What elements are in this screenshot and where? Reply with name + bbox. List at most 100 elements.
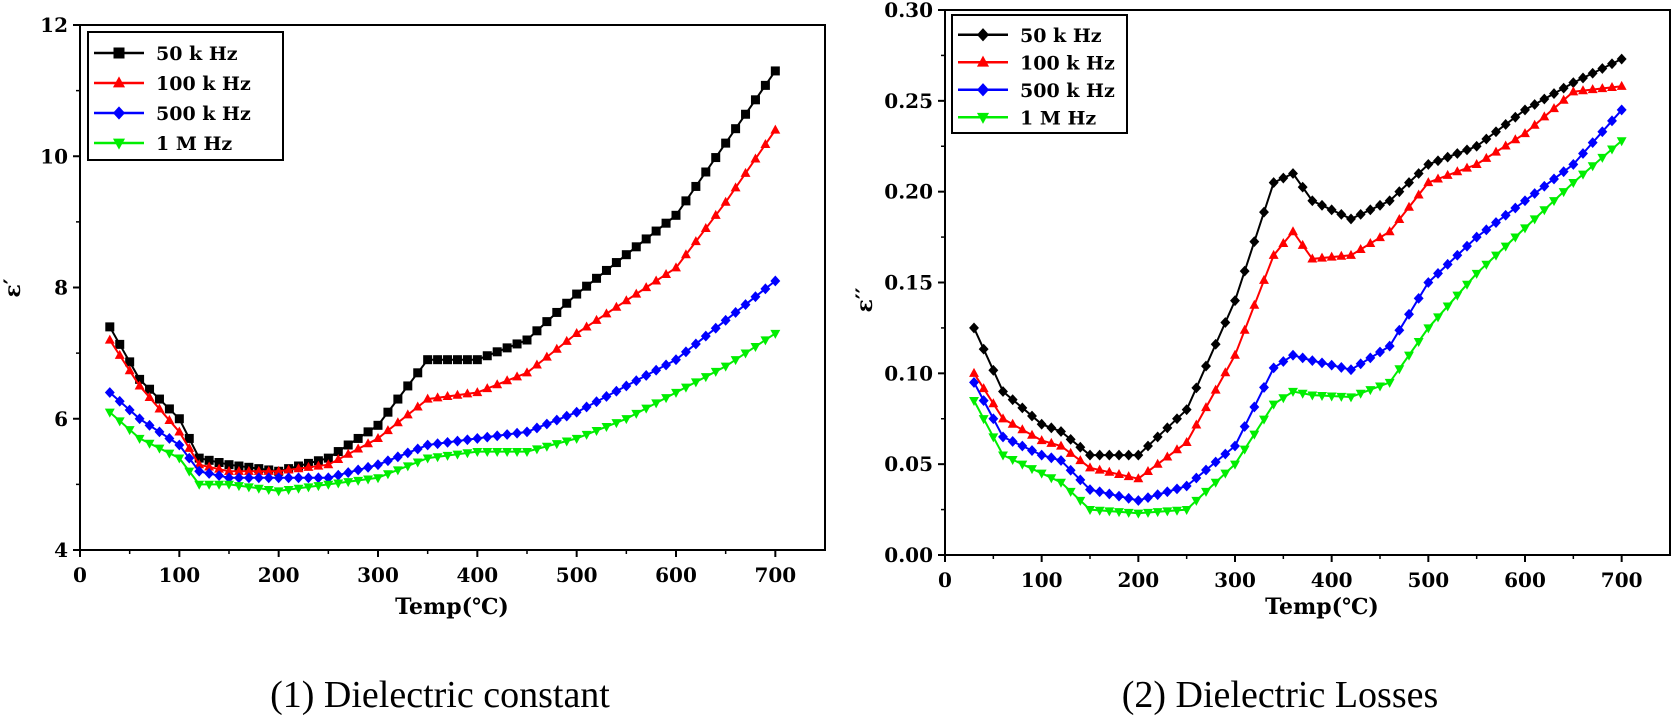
data-point [770, 66, 780, 76]
data-point [442, 451, 453, 461]
data-point [591, 396, 602, 408]
data-point [144, 392, 155, 402]
series-line [109, 280, 776, 479]
data-point [641, 370, 652, 381]
data-point [1123, 492, 1134, 504]
data-point [720, 196, 731, 206]
legend-label: 1 M Hz [1020, 107, 1096, 129]
data-point [1075, 496, 1086, 506]
data-point [1413, 189, 1424, 199]
data-point [522, 335, 532, 345]
data-point [1462, 280, 1472, 290]
data-point [1191, 496, 1202, 506]
data-point [124, 404, 135, 416]
data-point [1017, 424, 1028, 434]
data-point [1007, 436, 1018, 447]
data-point [1587, 162, 1598, 172]
chart-dielectric-constant: 0 100 200 300 400 500 600 700 4 6 8 10 12 50 k Hz 100… [0, 13, 826, 716]
data-point [184, 467, 195, 477]
legend-label: 1 M Hz [156, 133, 232, 155]
data-point [541, 442, 552, 452]
data-point [452, 355, 462, 365]
data-point [581, 401, 592, 413]
data-point [1578, 170, 1588, 180]
data-point [1326, 392, 1337, 402]
data-point [561, 410, 572, 422]
data-point [1326, 204, 1337, 216]
data-point [601, 265, 611, 275]
data-point [1607, 145, 1617, 155]
data-point [512, 427, 523, 439]
data-point [422, 439, 433, 451]
y-axis-title: ε′ [0, 278, 26, 297]
data-point [1259, 274, 1269, 284]
data-point [1162, 507, 1173, 517]
data-point [104, 387, 115, 398]
data-point [263, 472, 274, 484]
y-tick-label: 0.15 [884, 271, 933, 295]
data-point [1181, 505, 1192, 515]
data-point [1326, 251, 1337, 261]
data-point [1375, 382, 1385, 392]
data-point [1220, 469, 1231, 479]
data-point [333, 447, 343, 457]
data-point [422, 393, 433, 403]
data-point [392, 417, 403, 427]
data-point [740, 167, 751, 177]
axis-ticks: 0 100 200 300 400 500 600 700 0.00 0.05 0.10 0.15 0.… [884, 0, 1642, 592]
data-point [233, 465, 244, 475]
data-point [1394, 324, 1405, 336]
data-point [1375, 346, 1385, 358]
data-point [472, 433, 483, 444]
data-point [1404, 308, 1414, 320]
data-point [988, 398, 999, 408]
data-point [1355, 243, 1366, 253]
data-point [750, 342, 761, 352]
data-point [1500, 119, 1511, 130]
data-point [969, 396, 979, 406]
data-point [105, 322, 115, 332]
legend-label: 50 k Hz [1020, 25, 1102, 47]
data-point [243, 472, 254, 484]
data-point [1056, 426, 1066, 437]
data-point [671, 262, 681, 272]
data-point [1007, 418, 1018, 428]
data-point [253, 465, 264, 475]
data-point [422, 454, 433, 464]
data-point [154, 426, 165, 438]
data-point [581, 321, 592, 331]
data-point [1500, 140, 1511, 150]
x-tick-label: 500 [1407, 568, 1449, 592]
data-point [1578, 72, 1588, 84]
data-point [283, 486, 294, 496]
data-point [492, 447, 503, 457]
data-point [1036, 435, 1047, 445]
data-point [1297, 389, 1308, 399]
data-point [1181, 480, 1192, 492]
data-point [571, 406, 582, 418]
data-point [978, 415, 989, 425]
data-point [412, 401, 423, 411]
data-point [224, 460, 234, 470]
data-point [1201, 487, 1211, 497]
data-point [1210, 338, 1221, 350]
data-point [1268, 249, 1279, 259]
data-point [1123, 471, 1134, 481]
data-point [978, 395, 989, 406]
data-point [224, 480, 234, 490]
data-point [224, 465, 234, 475]
data-point [1326, 359, 1337, 371]
data-point [1520, 195, 1530, 207]
data-point [1094, 486, 1105, 498]
data-point [393, 394, 403, 404]
series-layer [104, 66, 781, 497]
data-point [1249, 430, 1260, 440]
data-point [184, 433, 194, 443]
data-point [482, 447, 493, 457]
data-point [154, 444, 165, 454]
data-point [770, 329, 781, 339]
data-point [978, 383, 989, 393]
data-point [323, 459, 334, 469]
data-point [1104, 507, 1115, 517]
data-point [125, 357, 135, 367]
